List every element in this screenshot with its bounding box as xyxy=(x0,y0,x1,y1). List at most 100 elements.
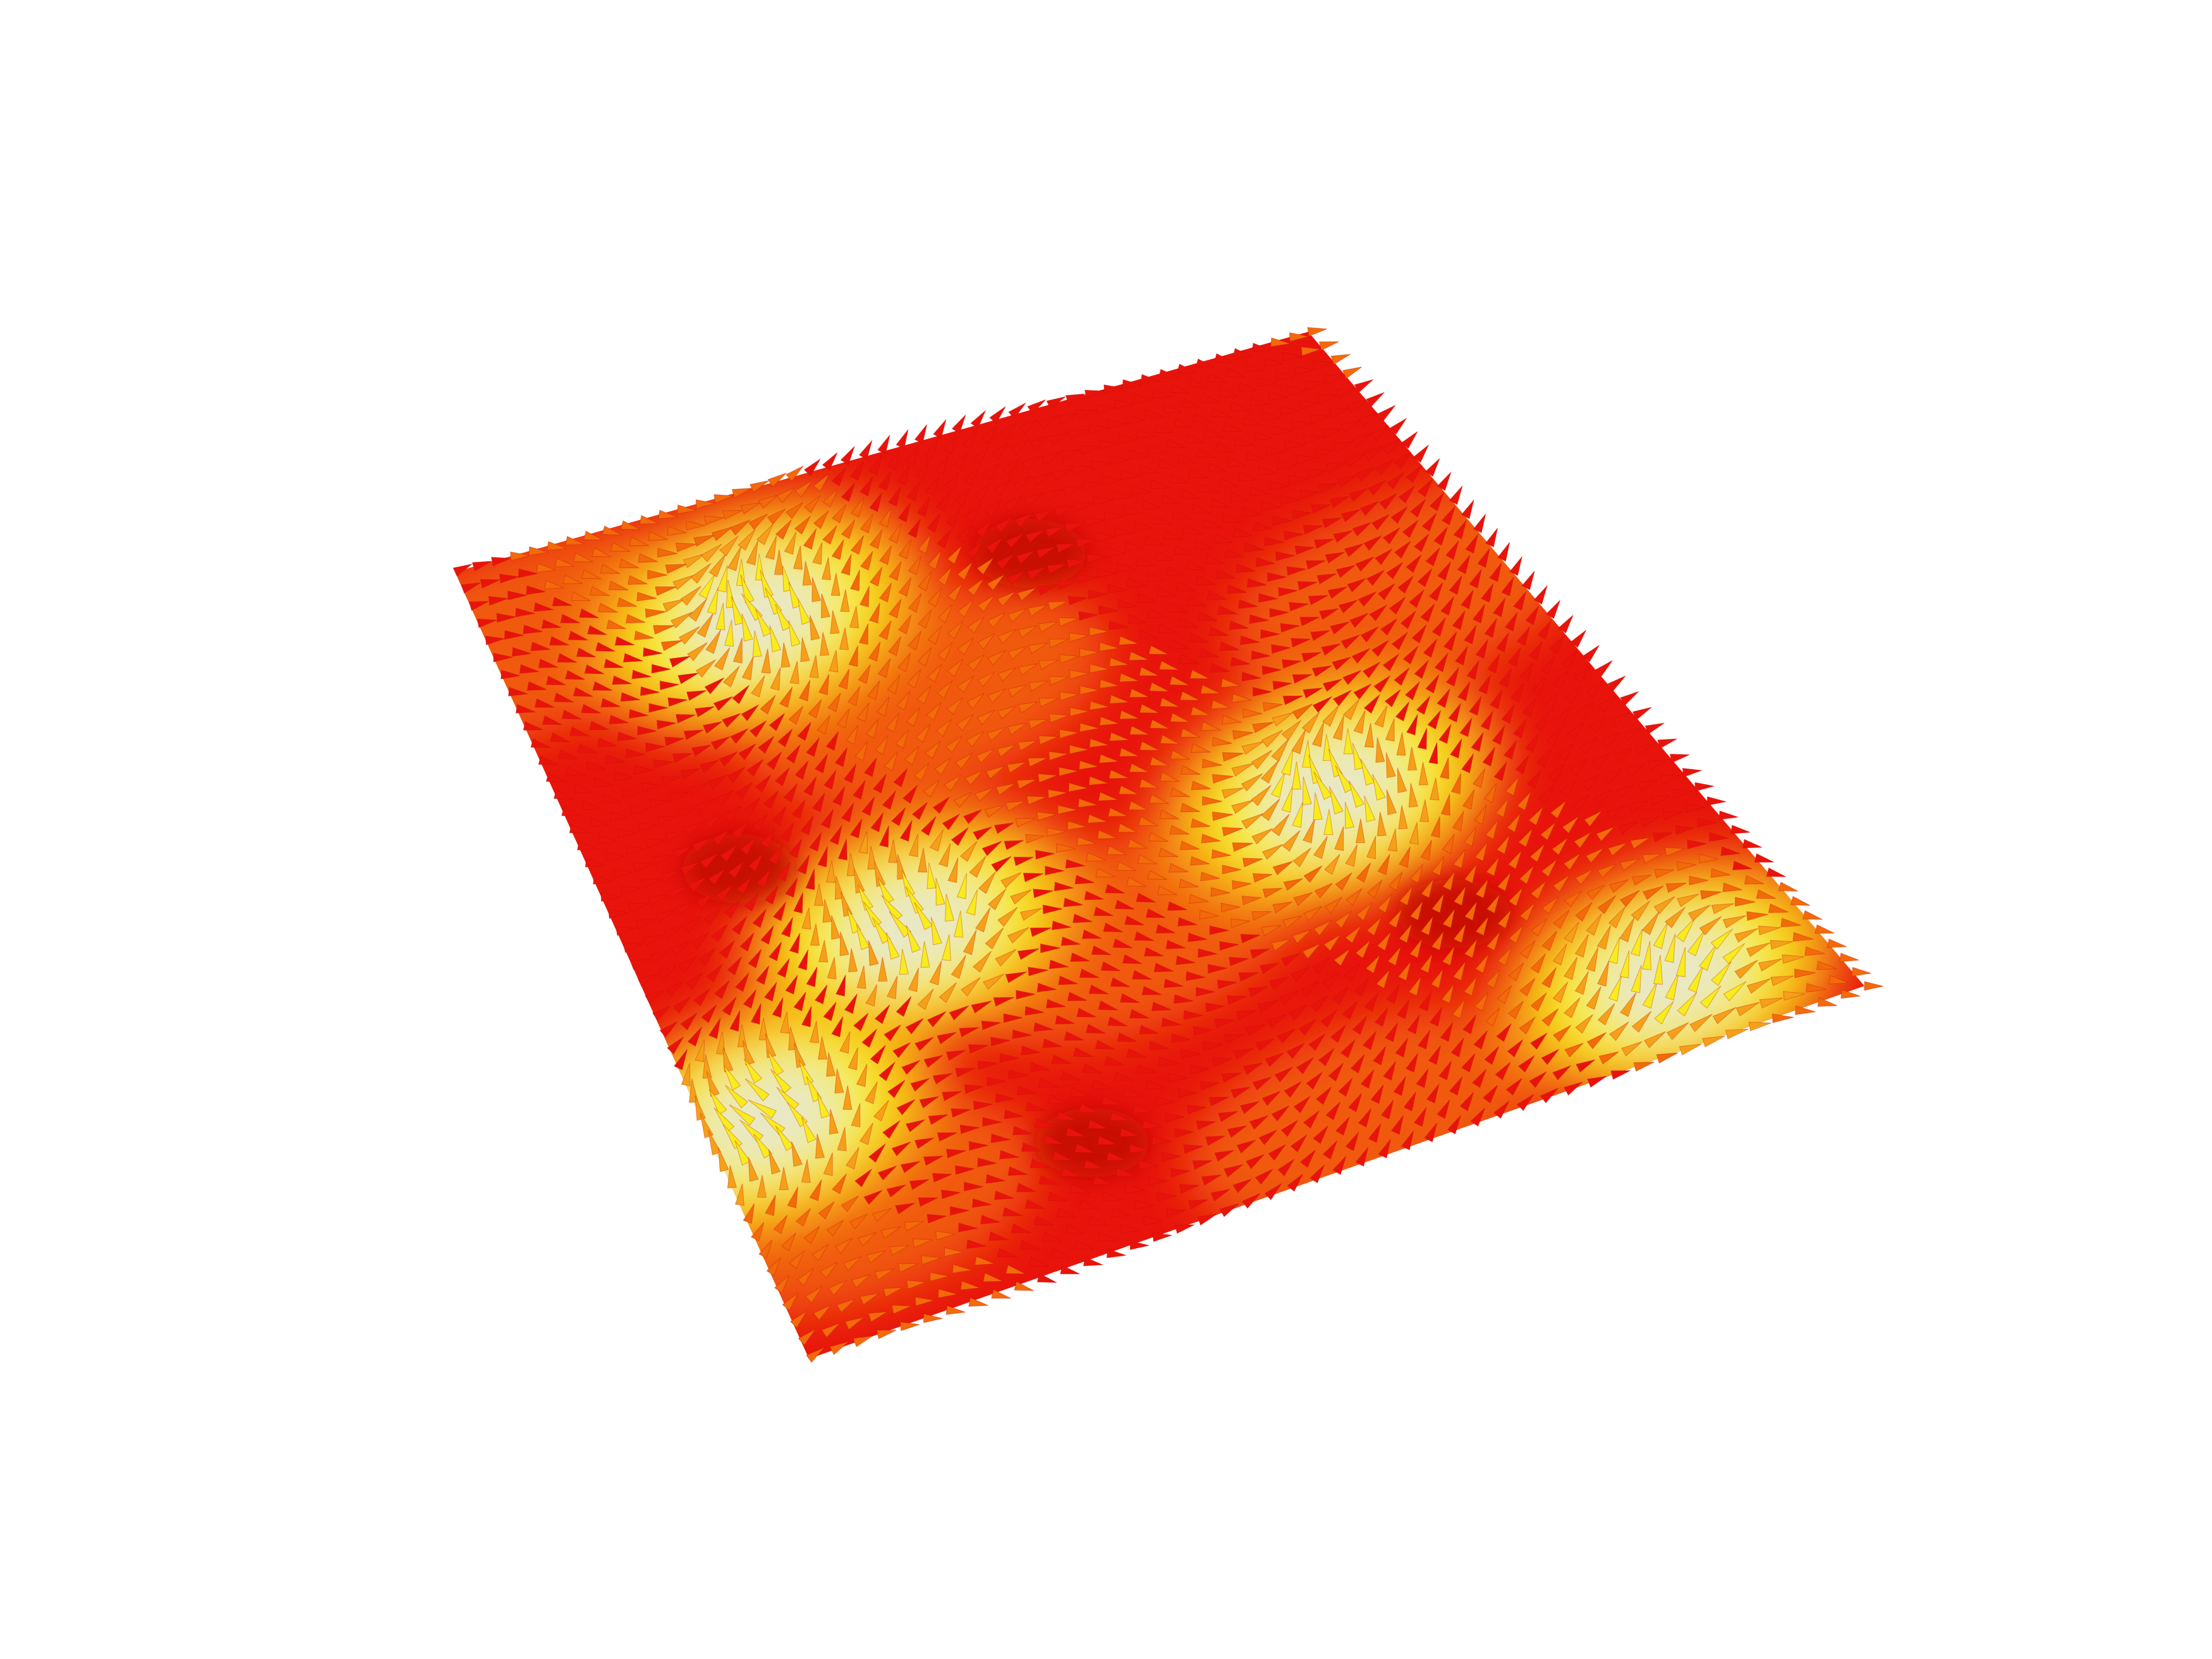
arrow-glyph xyxy=(1310,629,1330,641)
arrow-glyph xyxy=(569,726,590,737)
arrow-glyph xyxy=(906,707,921,727)
arrow-glyph xyxy=(800,637,810,662)
arrow-glyph xyxy=(1027,399,1047,415)
arrow-glyph xyxy=(1437,471,1452,491)
arrow-glyph xyxy=(1203,427,1224,438)
arrow-glyph xyxy=(895,729,909,749)
arrow-glyph xyxy=(1666,1022,1689,1040)
arrow-glyph xyxy=(637,822,658,832)
arrow-glyph xyxy=(1040,943,1060,954)
arrow-glyph xyxy=(1563,853,1581,871)
arrow-glyph xyxy=(1284,1081,1302,1098)
arrow-glyph xyxy=(951,827,969,846)
arrow-glyph xyxy=(1318,1048,1335,1067)
arrow-glyph xyxy=(1619,858,1640,872)
arrow-glyph xyxy=(1069,632,1089,643)
arrow-glyph xyxy=(1586,680,1604,698)
arrow-glyph xyxy=(841,554,852,576)
arrow-glyph xyxy=(1453,520,1467,540)
arrow-glyph xyxy=(980,426,997,445)
arrow-glyph xyxy=(1342,699,1359,720)
arrow-glyph xyxy=(743,989,757,1009)
arrow-glyph xyxy=(743,798,760,816)
arrow-glyph xyxy=(1519,1016,1536,1035)
arrow-glyph xyxy=(1478,674,1492,695)
arrow-glyph xyxy=(1167,901,1188,911)
arrow-glyph xyxy=(1196,575,1216,585)
arrow-glyph xyxy=(868,940,879,966)
arrow-glyph xyxy=(1298,1019,1316,1036)
arrow-glyph xyxy=(1370,1084,1384,1104)
arrow-glyph xyxy=(1754,853,1775,863)
arrow-glyph xyxy=(1746,942,1770,957)
arrow-glyph xyxy=(963,809,982,825)
arrow-glyph xyxy=(1268,1144,1286,1161)
arrow-glyph xyxy=(899,949,909,975)
arrow-glyph xyxy=(722,665,740,688)
arrow-glyph xyxy=(1028,642,1048,654)
arrow-glyph xyxy=(1307,469,1327,479)
arrow-glyph xyxy=(1839,952,1859,963)
arrow-glyph xyxy=(786,744,801,764)
bright-core xyxy=(841,876,987,979)
arrow-glyph xyxy=(1257,466,1278,476)
arrow-glyph xyxy=(1133,394,1153,404)
arrow-glyph xyxy=(633,862,653,872)
arrow-glyph xyxy=(1289,332,1309,342)
arrow-glyph xyxy=(1214,1150,1234,1162)
arrow-glyph xyxy=(760,925,774,945)
arrow-glyph xyxy=(1560,779,1577,798)
arrow-glyph xyxy=(1184,433,1205,444)
arrow-glyph xyxy=(966,889,978,916)
arrow-glyph xyxy=(999,1150,1019,1160)
arrow-glyph xyxy=(1768,903,1789,913)
arrow-glyph xyxy=(956,676,975,693)
arrow-glyph xyxy=(586,625,607,635)
arrow-glyph xyxy=(628,902,648,913)
arrow-glyph xyxy=(1099,679,1119,689)
arrow-glyph xyxy=(1160,734,1180,744)
arrow-glyph xyxy=(670,940,690,956)
arrow-glyph xyxy=(777,728,793,748)
arrow-glyph xyxy=(1085,1023,1106,1034)
arrow-glyph xyxy=(766,751,782,770)
arrow-glyph xyxy=(823,1152,833,1176)
arrow-glyph xyxy=(1117,599,1138,609)
arrow-glyph xyxy=(1048,638,1069,648)
arrow-glyph xyxy=(1232,348,1253,358)
arrow-glyph xyxy=(882,1120,901,1139)
arrow-glyph xyxy=(899,1322,920,1332)
arrow-glyph xyxy=(1148,1176,1168,1186)
arrow-glyph xyxy=(1261,665,1282,676)
arrow-glyph xyxy=(949,1005,969,1021)
arrow-glyph xyxy=(1332,715,1344,741)
arrow-glyph xyxy=(881,895,903,921)
arrow-glyph xyxy=(784,532,797,555)
arrow-glyph xyxy=(1098,1000,1119,1011)
arrow-glyph xyxy=(817,1092,830,1119)
arrow-glyph xyxy=(658,509,678,520)
arrow-glyph xyxy=(1440,1022,1454,1042)
arrow-glyph xyxy=(849,461,864,481)
arrow-glyph xyxy=(1411,624,1427,644)
arrow-glyph xyxy=(1002,459,1020,476)
arrow-glyph xyxy=(1406,554,1422,573)
arrow-glyph xyxy=(1232,527,1253,537)
arrow-glyph xyxy=(1421,513,1437,532)
arrow-glyph xyxy=(1268,391,1289,401)
arrow-glyph xyxy=(789,1310,808,1328)
arrow-glyph xyxy=(1324,374,1344,385)
arrow-glyph xyxy=(1231,1086,1251,1099)
arrow-glyph xyxy=(602,525,622,536)
arrow-glyph xyxy=(997,705,1017,720)
arrow-glyph xyxy=(1089,700,1109,710)
arrow-glyph xyxy=(1087,813,1107,824)
arrow-glyph xyxy=(1442,908,1455,928)
arrow-glyph xyxy=(966,731,985,748)
arrow-glyph xyxy=(924,439,938,459)
arrow-glyph xyxy=(1014,513,1034,528)
arrow-glyph xyxy=(1159,772,1180,782)
arrow-glyph xyxy=(1270,772,1285,798)
arrow-glyph xyxy=(1201,721,1221,731)
arrow-glyph xyxy=(1079,1200,1099,1210)
